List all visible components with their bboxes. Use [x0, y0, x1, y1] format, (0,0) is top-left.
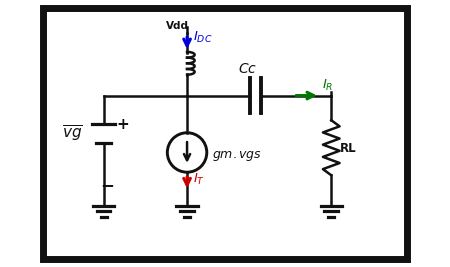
Text: $I_{DC}$: $I_{DC}$	[193, 30, 212, 45]
Text: $I_T$: $I_T$	[193, 171, 205, 187]
Text: −: −	[100, 176, 114, 194]
Text: Vdd: Vdd	[166, 21, 189, 31]
Text: +: +	[116, 117, 129, 132]
Text: $Cc$: $Cc$	[238, 62, 257, 76]
Text: $I_R$: $I_R$	[322, 78, 333, 93]
Text: RL: RL	[340, 142, 356, 155]
Text: $\overline{vg}$: $\overline{vg}$	[62, 124, 82, 144]
Text: $gm.vgs$: $gm.vgs$	[212, 149, 262, 163]
